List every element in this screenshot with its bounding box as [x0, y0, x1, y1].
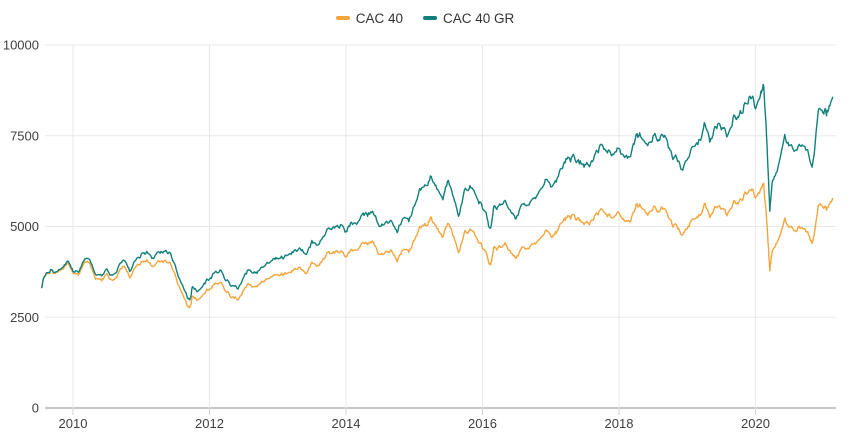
legend-item-cac40gr[interactable]: CAC 40 GR — [423, 11, 514, 26]
y-tick-label: 10000 — [3, 38, 39, 53]
data-series — [40, 83, 834, 309]
y-tick-label: 7500 — [10, 128, 39, 143]
y-tick-label: 0 — [32, 401, 39, 416]
legend-swatch-cac40gr — [423, 16, 437, 20]
x-tick-label: 2020 — [741, 416, 770, 431]
legend-swatch-cac40 — [335, 16, 350, 20]
y-tick-label: 5000 — [10, 219, 39, 234]
x-tick-label: 2012 — [195, 416, 224, 431]
legend-item-cac40[interactable]: CAC 40 — [335, 10, 403, 26]
x-tick-label: 2018 — [605, 416, 634, 431]
cac40gr-line — [40, 83, 834, 301]
x-tick-label: 2014 — [332, 416, 361, 431]
legend-label-cac40: CAC 40 — [355, 10, 403, 26]
y-tick-label: 2500 — [10, 310, 39, 325]
x-tick-label: 2010 — [59, 416, 88, 431]
cac40-line — [40, 182, 834, 309]
legend-label-cac40gr: CAC 40 GR — [443, 10, 515, 26]
gridlines — [45, 44, 836, 415]
x-tick-label: 2016 — [468, 416, 497, 431]
axis-tick-labels: 0 2500 5000 7500 10000 2010 2012 2014 2016 2018 20… — [3, 38, 770, 432]
chart-legend: CAC 40 CAC 40 GR — [0, 8, 850, 28]
